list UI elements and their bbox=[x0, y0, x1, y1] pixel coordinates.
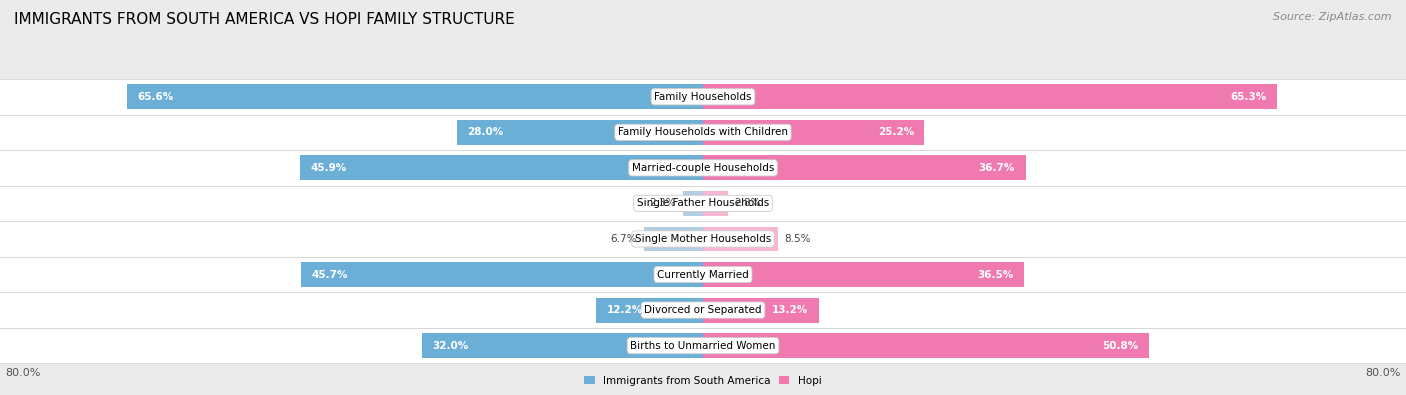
Bar bbox=[0, 79, 1406, 115]
Text: Births to Unmarried Women: Births to Unmarried Women bbox=[630, 340, 776, 351]
Text: 50.8%: 50.8% bbox=[1102, 340, 1139, 351]
Text: Divorced or Separated: Divorced or Separated bbox=[644, 305, 762, 315]
Bar bbox=[703, 227, 778, 252]
Text: 6.7%: 6.7% bbox=[610, 234, 637, 244]
Bar bbox=[0, 292, 1406, 328]
Text: 13.2%: 13.2% bbox=[772, 305, 808, 315]
Text: 80.0%: 80.0% bbox=[1365, 368, 1400, 378]
Bar bbox=[703, 120, 925, 145]
Bar bbox=[0, 257, 1406, 292]
Text: Single Father Households: Single Father Households bbox=[637, 198, 769, 209]
Text: 8.5%: 8.5% bbox=[785, 234, 811, 244]
Bar bbox=[457, 120, 703, 145]
Bar bbox=[299, 155, 703, 180]
Legend: Immigrants from South America, Hopi: Immigrants from South America, Hopi bbox=[585, 376, 821, 386]
Text: 36.7%: 36.7% bbox=[979, 163, 1015, 173]
Text: Family Households with Children: Family Households with Children bbox=[619, 127, 787, 137]
Text: 28.0%: 28.0% bbox=[467, 127, 503, 137]
Text: 12.2%: 12.2% bbox=[606, 305, 643, 315]
Bar bbox=[596, 298, 703, 322]
Text: 65.3%: 65.3% bbox=[1230, 92, 1267, 102]
Bar bbox=[0, 221, 1406, 257]
Text: 80.0%: 80.0% bbox=[6, 368, 41, 378]
Text: 45.7%: 45.7% bbox=[312, 269, 349, 280]
Bar bbox=[0, 115, 1406, 150]
Bar bbox=[703, 155, 1025, 180]
Bar bbox=[0, 150, 1406, 186]
Text: 25.2%: 25.2% bbox=[877, 127, 914, 137]
Bar bbox=[127, 84, 703, 109]
Bar bbox=[703, 84, 1277, 109]
Text: Married-couple Households: Married-couple Households bbox=[631, 163, 775, 173]
Text: 36.5%: 36.5% bbox=[977, 269, 1014, 280]
Text: Family Households: Family Households bbox=[654, 92, 752, 102]
Text: IMMIGRANTS FROM SOUTH AMERICA VS HOPI FAMILY STRUCTURE: IMMIGRANTS FROM SOUTH AMERICA VS HOPI FA… bbox=[14, 12, 515, 27]
Text: 65.6%: 65.6% bbox=[138, 92, 173, 102]
Text: 32.0%: 32.0% bbox=[433, 340, 468, 351]
Text: Single Mother Households: Single Mother Households bbox=[636, 234, 770, 244]
Bar bbox=[703, 262, 1024, 287]
Bar bbox=[0, 186, 1406, 221]
Bar bbox=[703, 333, 1150, 358]
Bar bbox=[703, 191, 728, 216]
Text: 2.8%: 2.8% bbox=[734, 198, 761, 209]
Bar bbox=[301, 262, 703, 287]
Bar bbox=[0, 328, 1406, 363]
Text: Currently Married: Currently Married bbox=[657, 269, 749, 280]
Text: 45.9%: 45.9% bbox=[311, 163, 346, 173]
Bar bbox=[644, 227, 703, 252]
Text: 2.3%: 2.3% bbox=[650, 198, 676, 209]
Bar bbox=[683, 191, 703, 216]
Bar bbox=[422, 333, 703, 358]
Text: Source: ZipAtlas.com: Source: ZipAtlas.com bbox=[1274, 12, 1392, 22]
Bar bbox=[703, 298, 818, 322]
